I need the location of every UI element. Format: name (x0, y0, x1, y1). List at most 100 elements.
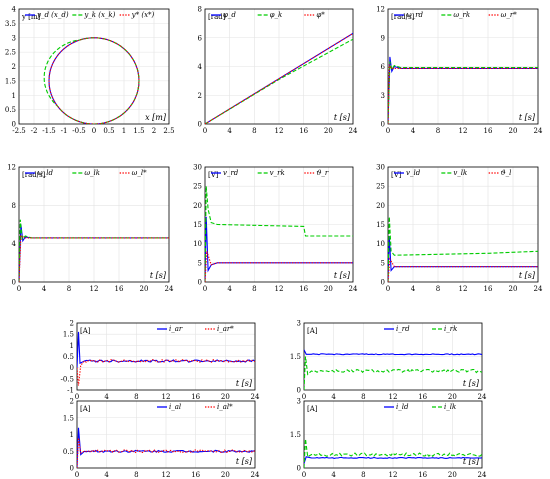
legend-label: i_al (169, 403, 181, 411)
series-line-2 (304, 356, 482, 390)
series-line-2 (388, 216, 538, 282)
y-tick-label: 3 (297, 320, 301, 328)
y-tick-label: 0 (12, 279, 16, 287)
series-group (304, 349, 482, 390)
legend-label: i_lk (444, 403, 456, 411)
x-axis-label: t [s] (463, 457, 480, 466)
y-tick-label: 10 (193, 240, 202, 248)
plot-frame (204, 166, 354, 283)
legend: i_ar i_ar* (157, 325, 234, 333)
x-tick-label: 24 (534, 127, 543, 135)
x-tick-label: -0.5 (72, 127, 86, 135)
y-tick-label: 0 (381, 279, 385, 287)
y-tick-label: 1.5 (63, 331, 74, 339)
y-axis-label: [rad/s] (22, 171, 46, 179)
x-tick-label: 20 (448, 393, 457, 401)
x-tick-label: 8 (134, 471, 138, 479)
x-tick-label: 24 (478, 471, 487, 479)
x-tick-label: 20 (324, 285, 333, 293)
x-tick-label: 8 (252, 127, 256, 135)
y-tick-label: 1.5 (63, 414, 74, 422)
x-tick-label: 0 (17, 285, 21, 293)
legend: v_ld v_lk ϑ_l (394, 169, 511, 177)
legend-label: y* (x*) (131, 11, 155, 19)
y-tick-label: 9 (381, 34, 385, 42)
x-tick-label: 16 (484, 127, 493, 135)
x-tick-label: -1.5 (42, 127, 56, 135)
x-tick-label: 4 (42, 285, 47, 293)
series-line-2 (388, 61, 538, 124)
legend-label: ϑ_r (316, 169, 329, 177)
legend-label: φ_d (223, 11, 236, 19)
x-tick-label: 12 (275, 127, 284, 135)
legend: i_al i_al* (157, 403, 233, 411)
series-line-2 (304, 438, 482, 468)
y-tick-label: 0 (198, 279, 202, 287)
legend-label: ϑ_l (501, 169, 512, 177)
y-tick-label: 2 (198, 92, 202, 100)
x-axis-label: t [s] (519, 271, 536, 280)
series-line-3 (205, 251, 353, 282)
legend-label: ω_r* (501, 11, 518, 19)
x-tick-label: 4 (331, 393, 336, 401)
legend: y_d (x_d) y_k (x_k) y* (x*) (25, 11, 155, 19)
x-tick-label: 16 (484, 285, 493, 293)
chart-panel-6: 0 4 8 12 16 20 24 0 5 10 15 20 25 30 t [s] [V] v_ld v_lk ϑ… (376, 164, 543, 294)
x-tick-label: 16 (418, 471, 427, 479)
y-tick-label: 3 (297, 398, 301, 406)
series-line-1 (77, 427, 255, 468)
x-tick-label: 24 (349, 127, 358, 135)
x-tick-label: 20 (221, 471, 230, 479)
y-tick-label: 5 (381, 259, 385, 267)
plot-frame (387, 166, 539, 283)
x-tick-label: 16 (191, 393, 200, 401)
y-tick-label: 1 (12, 92, 16, 100)
y-tick-label: 15 (376, 221, 385, 229)
y-tick-label: 1 (70, 431, 74, 439)
x-tick-label: 12 (90, 285, 99, 293)
legend-label: ω_l* (132, 169, 147, 177)
series-line-2 (205, 186, 353, 282)
x-axis-label: t [s] (463, 379, 480, 388)
chart-panel-9: 0 4 8 12 16 20 24 0 0.5 1 1.5 2 t [s] [A] i_al i_al* (63, 398, 260, 479)
y-axis-label: [A] (80, 405, 91, 413)
y-tick-label: 25 (193, 183, 202, 191)
y-tick-label: -1 (67, 387, 74, 395)
series-line-3 (205, 32, 353, 124)
x-tick-label: 16 (115, 285, 124, 293)
x-tick-label: 4 (227, 285, 232, 293)
x-tick-label: 20 (509, 285, 518, 293)
legend-label: v_ld (406, 169, 421, 177)
series-group (205, 186, 353, 282)
y-tick-label: 3 (12, 34, 16, 42)
x-axis-label: t [s] (334, 271, 351, 280)
x-tick-label: 24 (349, 285, 358, 293)
y-tick-label: 0 (297, 387, 301, 395)
y-tick-label: 8 (198, 6, 202, 14)
x-tick-label: 4 (331, 471, 336, 479)
x-tick-label: 0 (302, 471, 306, 479)
chart-panel-4: 0 4 8 12 16 20 24 0 4 8 12 t [s] [rad/s]ω_ld ω_lk ω_l* (7, 164, 174, 294)
y-tick-label: 6 (381, 63, 386, 71)
y-tick-label: 0 (297, 465, 301, 473)
y-tick-label: 2.5 (5, 49, 16, 57)
x-tick-label: 8 (361, 393, 365, 401)
x-tick-label: 24 (251, 393, 260, 401)
x-tick-label: -1 (61, 127, 68, 135)
x-tick-label: 12 (275, 285, 284, 293)
y-tick-label: 2 (12, 63, 16, 71)
y-tick-label: 10 (376, 240, 385, 248)
legend-label: i_ar (169, 325, 183, 333)
y-tick-label: 5 (198, 259, 202, 267)
y-tick-label: 20 (376, 202, 385, 210)
legend-label: v_rd (223, 169, 239, 177)
x-axis-label: t [s] (519, 113, 536, 122)
legend-label: φ* (316, 11, 325, 19)
x-tick-label: 24 (251, 471, 260, 479)
series-group (304, 438, 482, 468)
y-tick-label: 6 (198, 34, 203, 42)
legend-label: ω_rd (406, 11, 424, 19)
y-tick-label: 3.5 (5, 20, 16, 28)
